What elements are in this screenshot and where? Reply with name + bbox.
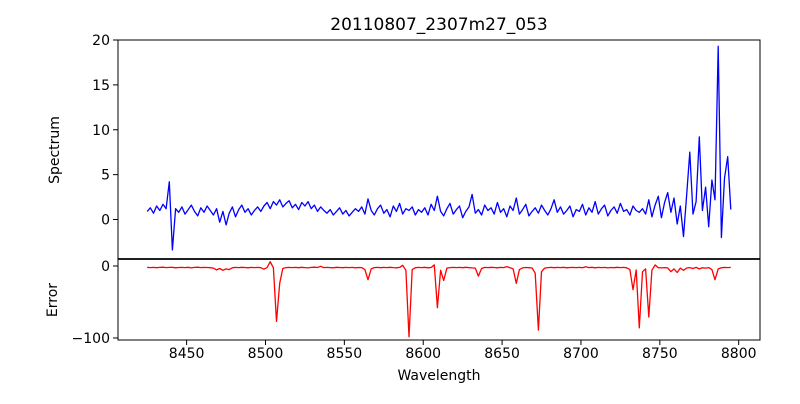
error-y-tick-label: −100 xyxy=(72,331,110,347)
spectrum-y-tick-label: 20 xyxy=(92,33,110,49)
spectrum-y-tick-label: 0 xyxy=(101,213,110,229)
spectrum-y-tick-label: 15 xyxy=(92,78,110,94)
x-tick-label: 8650 xyxy=(484,346,520,362)
error-panel-frame xyxy=(117,258,761,341)
x-tick-label: 8500 xyxy=(248,346,284,362)
x-tick-label: 8450 xyxy=(169,346,205,362)
spectrum-y-tick-label: 5 xyxy=(101,168,110,184)
x-tick-label: 8800 xyxy=(721,346,757,362)
x-tick-label: 8750 xyxy=(642,346,678,362)
x-tick-label: 8550 xyxy=(327,346,363,362)
x-tick-label: 8700 xyxy=(563,346,599,362)
error-y-axis-label: Error xyxy=(45,283,61,317)
spectrum-panel-frame xyxy=(117,39,761,260)
error-series-line xyxy=(147,261,731,338)
x-tick-label: 8600 xyxy=(405,346,441,362)
x-axis-label: Wavelength xyxy=(397,368,480,384)
error-y-tick-label: 0 xyxy=(101,259,110,275)
spectrum-y-axis-label: Spectrum xyxy=(47,116,63,184)
spectrum-series-line xyxy=(146,45,732,251)
chart-title: 20110807_2307m27_053 xyxy=(330,15,547,35)
spectrum-y-tick-label: 10 xyxy=(92,123,110,139)
plot-area: 0 5 10 15 20 0 −100 8450 8500 8550 8600 8650 8700 875… xyxy=(72,33,761,362)
